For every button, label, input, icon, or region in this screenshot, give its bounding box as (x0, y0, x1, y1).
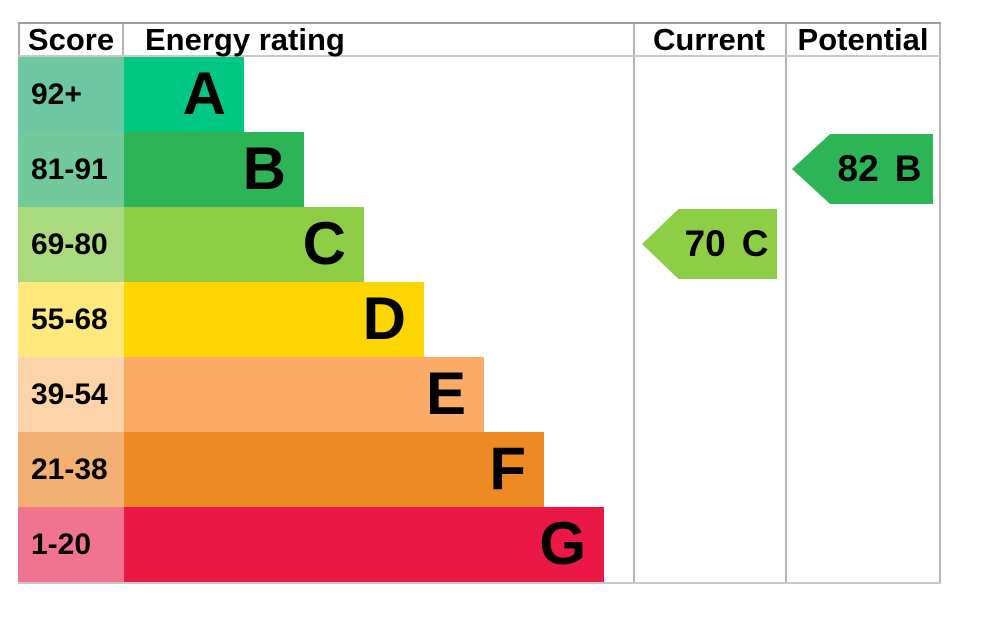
band-bar-e: E (124, 357, 484, 432)
score-range-f: 21-38 (18, 432, 124, 507)
score-range-a: 92+ (18, 57, 124, 132)
header-energy-rating: Energy rating (145, 22, 345, 57)
header-potential: Potential (797, 22, 929, 57)
band-bar-b: B (124, 132, 304, 207)
score-range-e: 39-54 (18, 357, 124, 432)
table-header: Score Energy rating Current Potential (18, 22, 941, 57)
header-score: Score (18, 24, 124, 56)
score-range-c: 69-80 (18, 207, 124, 282)
score-range-b: 81-91 (18, 132, 124, 207)
band-row-c: 69-80 C (18, 207, 941, 282)
band-bar-g: G (124, 507, 604, 582)
current-column-frame (633, 22, 785, 582)
band-row-e: 39-54 E (18, 357, 941, 432)
band-row-a: 92+ A (18, 57, 941, 132)
current-score-value: 70 (684, 223, 726, 264)
band-rows: 92+ A 81-91 B 69-80 C 55-68 D 39-54 E 21… (18, 57, 941, 582)
potential-column-frame (785, 22, 941, 582)
band-bar-d: D (124, 282, 424, 357)
band-bar-f: F (124, 432, 544, 507)
header-current: Current (653, 22, 765, 57)
band-row-b: 81-91 B (18, 132, 941, 207)
band-bar-a: A (124, 57, 244, 132)
band-bar-c: C (124, 207, 364, 282)
current-band-letter: C (741, 223, 769, 264)
potential-score-value: 82 (837, 148, 879, 189)
score-range-d: 55-68 (18, 282, 124, 357)
score-range-g: 1-20 (18, 507, 124, 582)
band-row-g: 1-20 G (18, 507, 941, 582)
rating-table: Score Energy rating Current Potential 92… (18, 22, 941, 586)
band-row-d: 55-68 D (18, 282, 941, 357)
potential-band-letter: B (894, 148, 922, 189)
table-bottom-rule (18, 582, 941, 584)
band-row-f: 21-38 F (18, 432, 941, 507)
